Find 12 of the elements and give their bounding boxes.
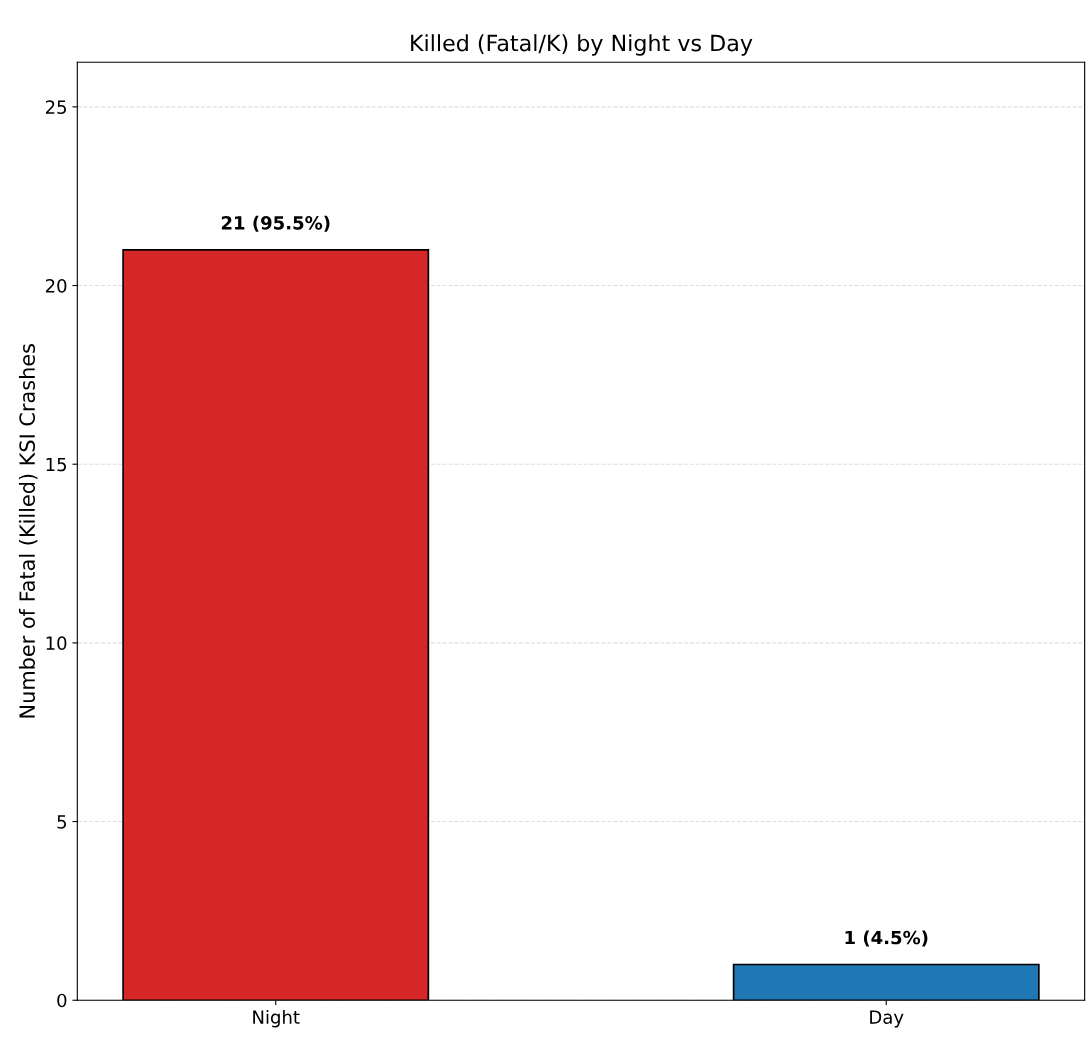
y-tick-label: 20 [45,278,67,293]
x-tick-label: Day [870,1010,904,1028]
data-label: 1 (4.5%) [845,930,928,947]
x-tick-label: Night [253,1009,300,1028]
y-axis-title: Number of Fatal (Killed) KSI Crashes [18,344,38,718]
y-tick-label: 10 [46,636,67,651]
y-tick-label: 15 [46,457,67,472]
chart-title: Killed (Fatal/K) by Night vs Day [411,34,753,56]
data-label: 21 (95.5%) [221,215,330,232]
y-tick-label: 25 [45,100,67,114]
y-tick-label: 0 [57,993,67,1008]
y-tick-label: 5 [57,815,67,829]
